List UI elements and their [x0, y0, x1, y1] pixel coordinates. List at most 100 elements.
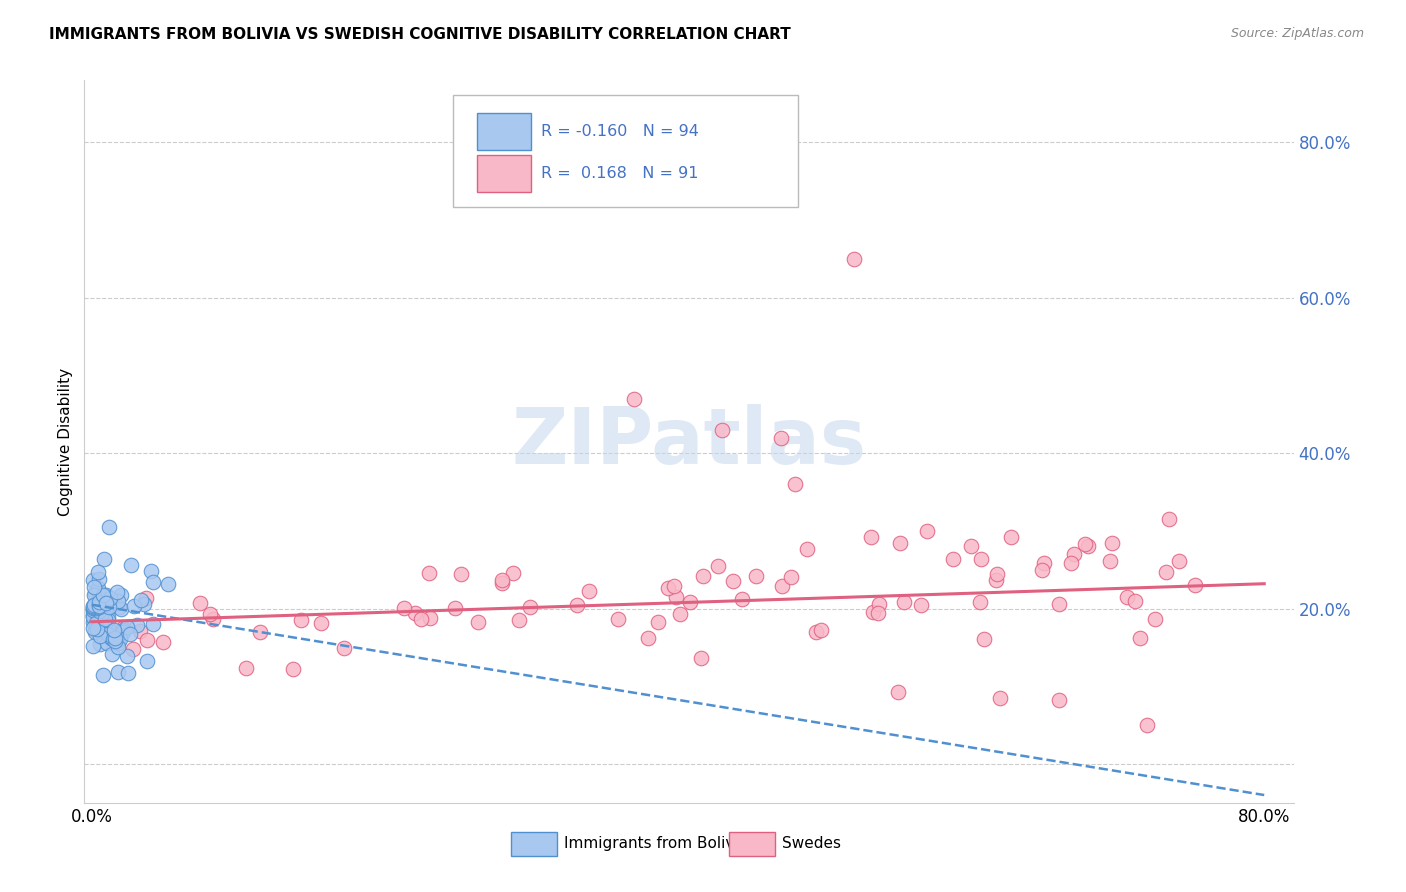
- Point: [82, 621, 104, 635]
- Point: [103, 598, 125, 612]
- Point: [93, 667, 115, 681]
- Point: [662, 579, 685, 593]
- Point: [87, 599, 110, 614]
- Point: [117, 666, 139, 681]
- Point: [889, 535, 911, 549]
- Point: [973, 632, 995, 646]
- Point: [107, 594, 129, 608]
- Point: [202, 612, 225, 626]
- Point: [1157, 512, 1180, 526]
- Text: IMMIGRANTS FROM BOLIVIA VS SWEDISH COGNITIVE DISABILITY CORRELATION CHART: IMMIGRANTS FROM BOLIVIA VS SWEDISH COGNI…: [49, 27, 792, 42]
- Point: [82, 574, 104, 588]
- Point: [125, 617, 148, 632]
- Point: [969, 595, 991, 609]
- Point: [96, 636, 118, 650]
- Point: [796, 542, 818, 557]
- Point: [156, 577, 179, 591]
- Point: [745, 569, 768, 583]
- Point: [94, 612, 117, 626]
- Point: [910, 599, 932, 613]
- Point: [1129, 632, 1152, 646]
- Point: [84, 601, 107, 615]
- Point: [491, 576, 513, 591]
- Point: [107, 599, 129, 614]
- Point: [188, 596, 211, 610]
- Point: [804, 625, 827, 640]
- Point: [810, 623, 832, 637]
- Point: [82, 603, 104, 617]
- Point: [419, 611, 441, 625]
- Point: [98, 520, 121, 534]
- Point: [105, 584, 128, 599]
- Point: [866, 606, 889, 620]
- Point: [129, 592, 152, 607]
- Point: [960, 540, 983, 554]
- Y-axis label: Cognitive Disability: Cognitive Disability: [58, 368, 73, 516]
- Point: [120, 558, 142, 572]
- Point: [309, 615, 332, 630]
- Point: [91, 588, 114, 602]
- Point: [942, 551, 965, 566]
- Point: [93, 589, 115, 603]
- Point: [83, 588, 105, 602]
- Point: [86, 595, 108, 609]
- Point: [990, 690, 1012, 705]
- Point: [1184, 578, 1206, 592]
- Point: [411, 612, 433, 626]
- Point: [669, 607, 692, 622]
- Point: [491, 574, 513, 588]
- Point: [84, 623, 107, 637]
- Point: [502, 566, 524, 580]
- Point: [122, 599, 145, 613]
- Point: [1125, 594, 1147, 608]
- FancyBboxPatch shape: [478, 112, 530, 151]
- Point: [84, 599, 107, 613]
- Point: [290, 613, 312, 627]
- Text: R = -0.160   N = 94: R = -0.160 N = 94: [541, 124, 699, 139]
- Point: [984, 573, 1007, 587]
- Point: [110, 589, 132, 603]
- Point: [332, 641, 354, 656]
- Point: [508, 613, 530, 627]
- Point: [111, 625, 134, 640]
- Point: [142, 574, 165, 589]
- Point: [90, 606, 112, 620]
- Point: [1143, 612, 1166, 626]
- Point: [785, 477, 807, 491]
- Point: [692, 568, 714, 582]
- Point: [112, 621, 135, 635]
- Point: [82, 639, 104, 653]
- Point: [868, 597, 890, 611]
- Point: [87, 584, 110, 599]
- Point: [887, 685, 910, 699]
- Point: [450, 567, 472, 582]
- Point: [86, 606, 108, 620]
- Point: [89, 600, 111, 615]
- Point: [84, 605, 107, 619]
- Point: [89, 637, 111, 651]
- Point: [84, 616, 107, 631]
- Point: [731, 592, 754, 607]
- Point: [83, 580, 105, 594]
- Point: [103, 632, 125, 647]
- Point: [87, 595, 110, 609]
- Point: [97, 600, 120, 615]
- Point: [87, 617, 110, 632]
- Point: [115, 648, 138, 663]
- Point: [115, 620, 138, 634]
- Point: [392, 600, 415, 615]
- Point: [112, 623, 135, 637]
- Point: [97, 627, 120, 641]
- Point: [89, 629, 111, 643]
- Point: [89, 572, 111, 586]
- Point: [82, 600, 104, 615]
- Point: [607, 612, 630, 626]
- Text: Source: ZipAtlas.com: Source: ZipAtlas.com: [1230, 27, 1364, 40]
- Point: [101, 647, 124, 661]
- Point: [1168, 553, 1191, 567]
- Point: [647, 615, 669, 630]
- Point: [1047, 693, 1070, 707]
- Point: [721, 574, 744, 589]
- Point: [87, 614, 110, 628]
- Point: [152, 635, 174, 649]
